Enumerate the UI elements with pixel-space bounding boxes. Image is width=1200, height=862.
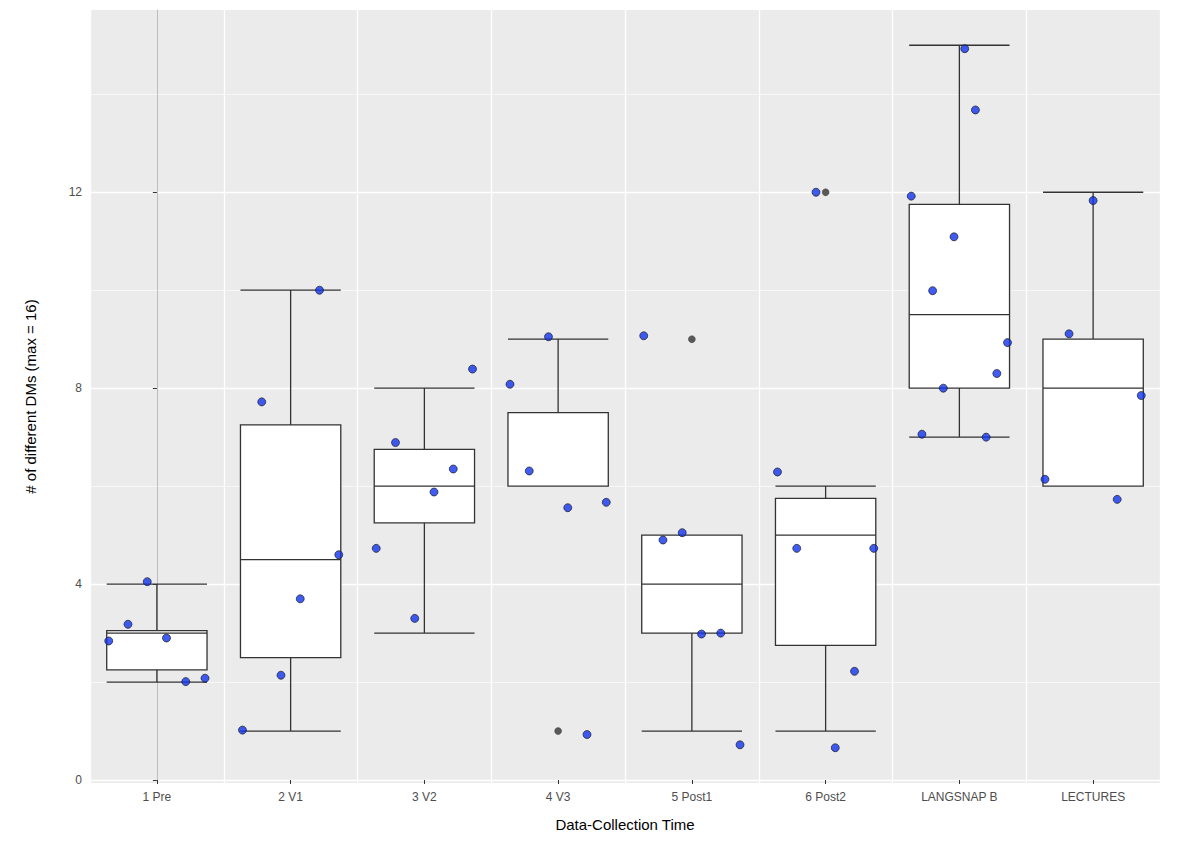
svg-text:3 V2: 3 V2 bbox=[412, 790, 437, 804]
svg-text:0: 0 bbox=[75, 773, 82, 787]
svg-text:6 Post2: 6 Post2 bbox=[805, 790, 846, 804]
svg-text:# of different DMs (max = 16): # of different DMs (max = 16) bbox=[22, 299, 39, 493]
svg-text:Data-Collection Time: Data-Collection Time bbox=[555, 816, 694, 833]
svg-text:4: 4 bbox=[75, 577, 82, 591]
svg-text:1 Pre: 1 Pre bbox=[143, 790, 172, 804]
svg-text:2 V1: 2 V1 bbox=[278, 790, 303, 804]
svg-text:8: 8 bbox=[75, 381, 82, 395]
svg-text:12: 12 bbox=[69, 185, 83, 199]
svg-text:4 V3: 4 V3 bbox=[546, 790, 571, 804]
svg-text:LANGSNAP B: LANGSNAP B bbox=[921, 790, 997, 804]
svg-text:LECTURES: LECTURES bbox=[1061, 790, 1125, 804]
svg-text:5 Post1: 5 Post1 bbox=[672, 790, 713, 804]
